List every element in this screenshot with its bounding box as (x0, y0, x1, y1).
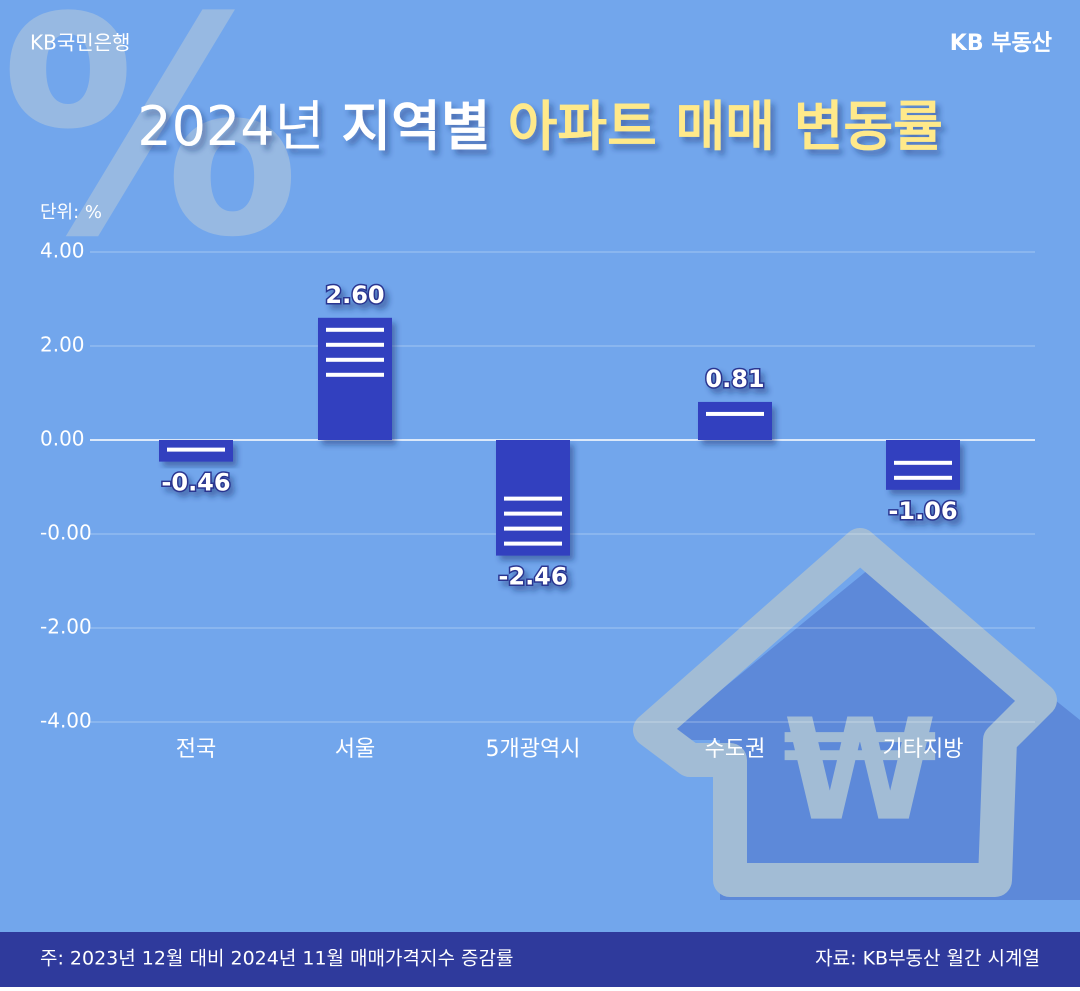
x-tick-label: 서울 (335, 737, 375, 762)
x-tick-label: 5개광역시 (486, 737, 581, 762)
y-tick-label: -4.00 (40, 709, 92, 733)
y-tick-label: 4.00 (40, 239, 85, 263)
x-tick-label: 수도권 (705, 737, 766, 762)
bar (698, 401, 772, 440)
bar-stripe (167, 447, 225, 452)
plot: 4.00 2.00 0.00 -0.00 -2.00 -4.00 전국 -0.46 서울 2.60… (40, 239, 1035, 762)
bar-stripe (894, 475, 952, 480)
brand-left: KB국민은행 (30, 31, 130, 55)
bar-stripe (504, 496, 562, 501)
y-tick-label: -2.00 (40, 615, 92, 639)
decoration: % ₩ (0, 0, 1080, 900)
x-tick-label: 전국 (176, 737, 216, 762)
bar-stripe (706, 411, 764, 416)
value-label: -1.06 (888, 497, 957, 525)
bar-stripe (326, 327, 384, 332)
title-part: 지역별 (342, 95, 491, 158)
unit-label: 단위: % (40, 202, 102, 223)
bar (886, 440, 960, 490)
bar-stripe (326, 357, 384, 362)
bar-stripe (326, 342, 384, 347)
chart-title: 2024년 지역별 아파트 매매 변동률 (137, 95, 943, 158)
value-label: -2.46 (498, 563, 567, 591)
title-part: 아파트 매매 변동률 (508, 95, 943, 158)
bar-stripe (504, 526, 562, 531)
bar-stripe (504, 541, 562, 546)
footer-source: 자료: KB부동산 월간 시계열 (815, 948, 1040, 970)
footer-bar (0, 932, 1080, 987)
value-label: 0.81 (705, 365, 764, 393)
percent-deco: % (0, 0, 301, 303)
bar-stripe (504, 511, 562, 516)
footer-note: 주: 2023년 12월 대비 2024년 11월 매매가격지수 증감률 (40, 948, 513, 970)
won-deco: ₩ (783, 690, 937, 853)
bar-stripe (326, 372, 384, 377)
x-tick-label: 기타지방 (883, 737, 964, 762)
y-tick-label: -0.00 (40, 521, 92, 545)
y-tick-label: 2.00 (40, 333, 85, 357)
title-part: 2024년 (137, 95, 324, 158)
value-label: -0.46 (161, 469, 230, 497)
bar-stripe (894, 460, 952, 465)
brand-right: KB 부동산 (950, 31, 1052, 56)
value-label: 2.60 (325, 281, 384, 309)
bar (318, 317, 392, 440)
house-deco (633, 528, 1057, 897)
y-tick-label: 0.00 (40, 427, 85, 451)
